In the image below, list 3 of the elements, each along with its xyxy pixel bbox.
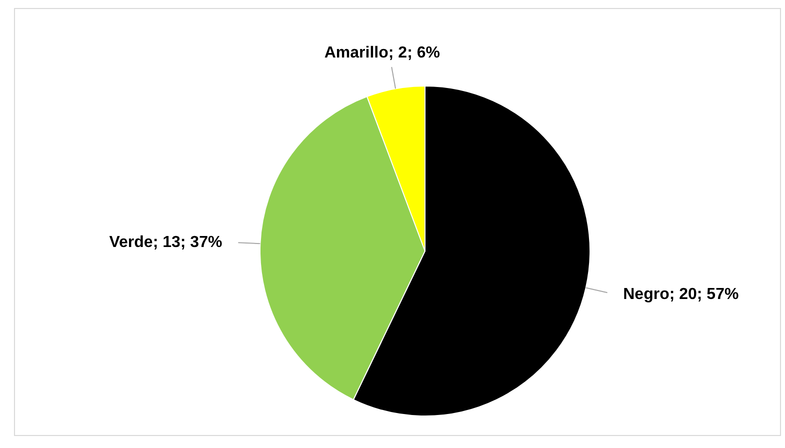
slice-label: Negro; 20; 57% [623, 286, 739, 303]
slice-label: Verde; 13; 37% [109, 234, 222, 251]
slice-label: Amarillo; 2; 6% [324, 44, 440, 62]
